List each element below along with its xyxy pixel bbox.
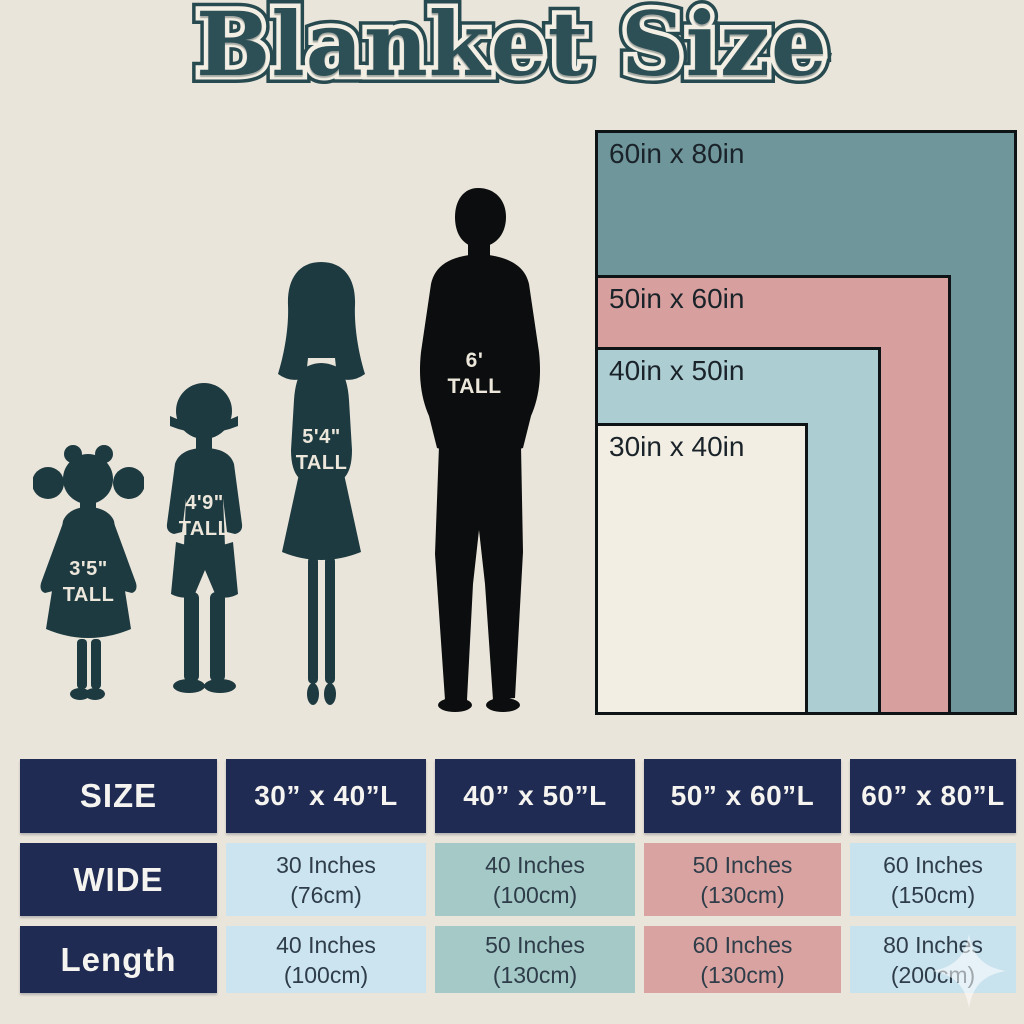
woman-tall-text: TALL: [295, 452, 348, 474]
boy-tall-text: TALL: [178, 518, 231, 540]
table-cell-wide-50x60: 50 Inches (130cm): [644, 843, 841, 916]
girl-tall-text: TALL: [62, 584, 115, 606]
table-header-size: SIZE: [20, 759, 217, 833]
girl-height-value: 3'5": [69, 558, 108, 580]
girl-silhouette-shape: [33, 445, 144, 700]
man-height-label: 6' TALL: [385, 348, 564, 400]
page-title: Blanket Size Blanket Size Blanket Size: [0, 0, 1024, 112]
cell-line: (100cm): [283, 961, 369, 988]
table-cell-length-30x40: 40 Inches (100cm): [226, 926, 426, 993]
cell-line: (100cm): [492, 881, 578, 908]
table-cell-length-40x50: 50 Inches (130cm): [435, 926, 635, 993]
woman-height-value: 5'4": [302, 426, 341, 448]
woman-height-label: 5'4" TALL: [264, 424, 379, 476]
table-row-label-length: Length: [20, 926, 217, 993]
blanket-rect-label-30x40: 30in x 40in: [609, 431, 745, 462]
cell-line: 50 Inches: [692, 851, 793, 878]
blanket-rect-label-40x50: 40in x 50in: [609, 355, 745, 386]
table-cell-wide-60x80: 60 Inches (150cm): [850, 843, 1016, 916]
man-tall-text: TALL: [447, 375, 502, 398]
table-cell-wide-40x50: 40 Inches (100cm): [435, 843, 635, 916]
table-header-50x60: 50” x 60”L: [644, 759, 841, 833]
cell-line: 40 Inches: [485, 851, 585, 878]
page-title-outline-layer: Blanket Size: [188, 0, 835, 104]
table-header-40x50: 40” x 50”L: [435, 759, 635, 833]
cell-line: 60 Inches: [692, 931, 793, 958]
table-row-label-wide: WIDE: [20, 843, 217, 916]
cell-line: (150cm): [890, 881, 976, 908]
boy-height-label: 4'9" TALL: [152, 490, 257, 542]
cell-line: 40 Inches: [276, 931, 376, 958]
sparkle-shape: [932, 934, 1006, 1008]
blanket-rect-label-60x80: 60in x 80in: [609, 138, 745, 169]
woman-silhouette-icon: [278, 262, 365, 705]
cell-line: (76cm): [290, 881, 362, 908]
table-cell-length-50x60: 60 Inches (130cm): [644, 926, 841, 993]
cell-line: (130cm): [492, 961, 578, 988]
cell-line: (130cm): [700, 881, 785, 908]
table-cell-wide-30x40: 30 Inches (76cm): [226, 843, 426, 916]
cell-line: 30 Inches: [276, 851, 376, 878]
size-table: SIZE 30” x 40”L 40” x 50”L 50” x 60”L 60…: [20, 759, 1016, 993]
woman-silhouette-shape: [278, 262, 365, 705]
cell-line: 50 Inches: [485, 931, 585, 958]
boy-height-value: 4'9": [185, 492, 224, 514]
man-silhouette-shape: [419, 188, 541, 712]
cell-line: 60 Inches: [883, 851, 983, 878]
blanket-rect-label-50x60: 50in x 60in: [609, 283, 745, 314]
blanket-rect-30x40: 30in x 40in: [595, 423, 808, 715]
man-silhouette-icon: [419, 188, 541, 712]
man-height-value: 6': [465, 349, 484, 372]
sparkle-icon: [932, 934, 1006, 1008]
girl-height-label: 3'5" TALL: [33, 556, 144, 608]
table-header-30x40: 30” x 40”L: [226, 759, 426, 833]
page-title-halo-layer: Blanket Size: [192, 0, 832, 101]
table-header-60x80: 60” x 80”L: [850, 759, 1016, 833]
boy-silhouette-shape: [166, 383, 243, 693]
cell-line: (130cm): [700, 961, 785, 988]
boy-silhouette-icon: [166, 383, 243, 693]
page-title-text: Blanket Size: [196, 0, 828, 96]
girl-silhouette-icon: [33, 445, 144, 700]
